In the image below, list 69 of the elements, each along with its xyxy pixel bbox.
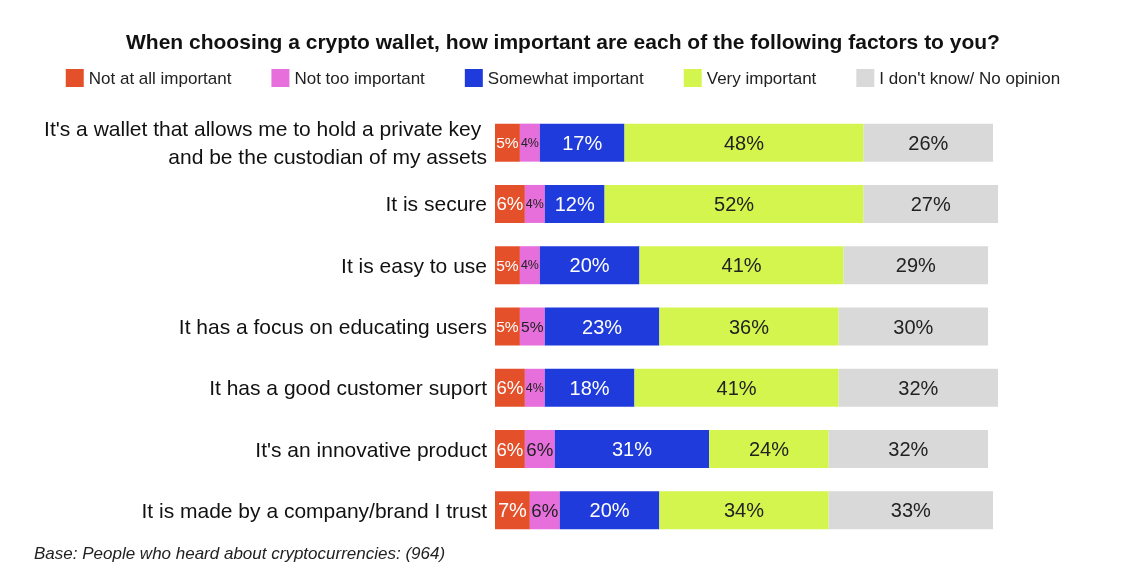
legend-label: I don't know/ No opinion: [879, 68, 1061, 88]
y-tick-label: It is easy to use: [341, 253, 487, 277]
data-label: 20%: [569, 254, 610, 277]
bar: [828, 491, 994, 530]
data-label: 26%: [908, 131, 949, 154]
bar: [659, 491, 829, 530]
data-label: 36%: [728, 315, 770, 338]
data-label: 4%: [525, 196, 544, 211]
data-label: 5%: [496, 256, 519, 274]
legend-label: Not at all important: [88, 68, 232, 88]
data-label: 5%: [496, 318, 519, 335]
data-label: 41%: [721, 254, 762, 277]
data-label: 48%: [723, 131, 765, 154]
bar: [554, 430, 710, 469]
y-tick-label: It has a good customer suport: [209, 376, 488, 400]
bar: [838, 368, 998, 407]
data-label: 20%: [589, 499, 630, 522]
data-label: 31%: [611, 438, 653, 461]
data-label: 17%: [562, 131, 603, 154]
legend-label: Not too important: [294, 68, 426, 88]
bar: [659, 307, 839, 346]
data-label: 6%: [496, 438, 524, 460]
data-label: 4%: [520, 258, 539, 273]
data-label: 29%: [895, 254, 937, 277]
data-label: 4%: [520, 135, 539, 150]
data-label: 34%: [723, 499, 765, 522]
bar: [843, 246, 989, 285]
data-label: 52%: [714, 192, 755, 215]
legend-label: Somewhat important: [487, 68, 645, 88]
data-label: 32%: [898, 376, 939, 399]
y-tick-label: It's a wallet that allows me to hold a private key and be the custodian of my assets: [44, 117, 487, 169]
data-label: 27%: [910, 192, 951, 215]
bar: [639, 246, 844, 285]
data-label: 24%: [748, 438, 790, 461]
data-label: 6%: [496, 377, 524, 399]
data-label: 18%: [569, 376, 610, 399]
bar: [544, 307, 660, 346]
legend-label: Very important: [706, 68, 817, 88]
bar: [863, 123, 994, 162]
bar: [863, 184, 998, 223]
chart-title: When choosing a crypto wallet, how important are each of the following factors to you?: [126, 30, 1000, 53]
bar: [604, 184, 864, 223]
bar: [828, 430, 989, 469]
bar: [709, 430, 829, 469]
bar: [559, 491, 660, 530]
data-label: 33%: [890, 499, 932, 522]
data-label: 4%: [525, 380, 544, 395]
bar: [634, 368, 839, 407]
data-label: 6%: [496, 193, 524, 215]
data-label: 5%: [521, 318, 544, 335]
data-label: 7%: [497, 499, 528, 522]
data-label: 30%: [893, 315, 934, 338]
bar: [838, 307, 989, 346]
data-label: 23%: [582, 315, 623, 338]
bar: [539, 246, 640, 285]
data-label: 6%: [526, 438, 554, 460]
data-label: 5%: [496, 134, 519, 152]
data-label: 41%: [716, 376, 757, 399]
y-tick-label: It is secure: [385, 192, 487, 216]
y-tick-label: It's an innovative product: [255, 437, 488, 461]
data-label: 6%: [531, 499, 559, 521]
bar: [624, 123, 864, 162]
bar: [544, 368, 635, 407]
text: Base: People who heard about cryptocurrencies: (964): [34, 544, 446, 563]
data-label: 32%: [888, 438, 929, 461]
y-tick-label: It has a focus on educating users: [178, 315, 487, 338]
data-label: 12%: [554, 192, 595, 215]
y-tick-label: It is made by a company/brand I trust: [141, 498, 488, 522]
bar: [539, 123, 625, 162]
